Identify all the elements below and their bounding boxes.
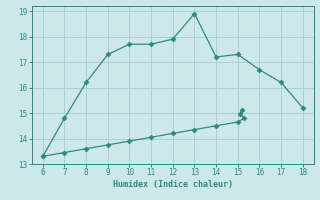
X-axis label: Humidex (Indice chaleur): Humidex (Indice chaleur) [113, 180, 233, 189]
